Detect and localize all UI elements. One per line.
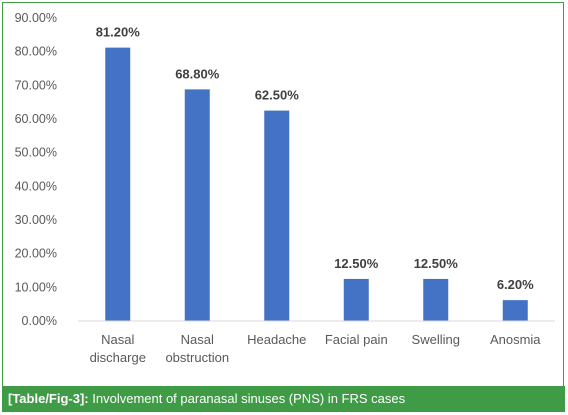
y-axis: 0.00% 10.00% 20.00% 30.00% 40.00% 50.00% 60.00… <box>15 11 57 328</box>
x-tick-label: Headache <box>247 332 306 347</box>
data-label: 6.20% <box>497 277 534 292</box>
caption-text: Involvement of paranasal sinuses (PNS) i… <box>88 391 406 406</box>
bar <box>264 110 290 321</box>
y-tick-label: 40.00% <box>15 179 57 193</box>
bar <box>105 47 131 321</box>
bars: 81.20% 68.80% 62.50% 12.50% 12.50% 6.20% <box>96 25 534 321</box>
x-tick-label: Swelling <box>412 332 460 347</box>
y-tick-label: 20.00% <box>15 247 57 261</box>
y-tick-label: 70.00% <box>15 78 57 92</box>
x-axis: Nasal discharge Nasal obstruction Headache Fa… <box>78 320 555 365</box>
x-tick-label: Nasal obstruction <box>165 332 229 365</box>
bar <box>343 278 369 321</box>
y-tick-label: 0.00% <box>22 314 57 328</box>
y-tick-label: 90.00% <box>15 11 57 25</box>
x-tick-label: Anosmia <box>490 332 541 347</box>
y-tick-label: 10.00% <box>15 280 57 294</box>
data-label: 12.50% <box>334 256 379 271</box>
y-tick-label: 60.00% <box>15 112 57 126</box>
x-tick-label: Facial pain <box>325 332 388 347</box>
bar <box>184 89 210 321</box>
data-label: 12.50% <box>414 256 459 271</box>
data-label: 81.20% <box>96 25 141 40</box>
bar <box>423 278 449 321</box>
caption-tag: [Table/Fig-3]: <box>8 391 89 406</box>
bar-chart: 0.00% 10.00% 20.00% 30.00% 40.00% 50.00% 60.00… <box>15 11 555 365</box>
data-label: 62.50% <box>255 88 300 103</box>
x-tick-label: Nasal discharge <box>90 332 146 365</box>
y-tick-label: 80.00% <box>15 45 57 59</box>
y-tick-label: 50.00% <box>15 146 57 160</box>
bar <box>502 300 528 321</box>
figure-caption: [Table/Fig-3]: Involvement of paranasal … <box>3 386 565 412</box>
y-tick-label: 30.00% <box>15 213 57 227</box>
data-label: 68.80% <box>175 66 220 81</box>
